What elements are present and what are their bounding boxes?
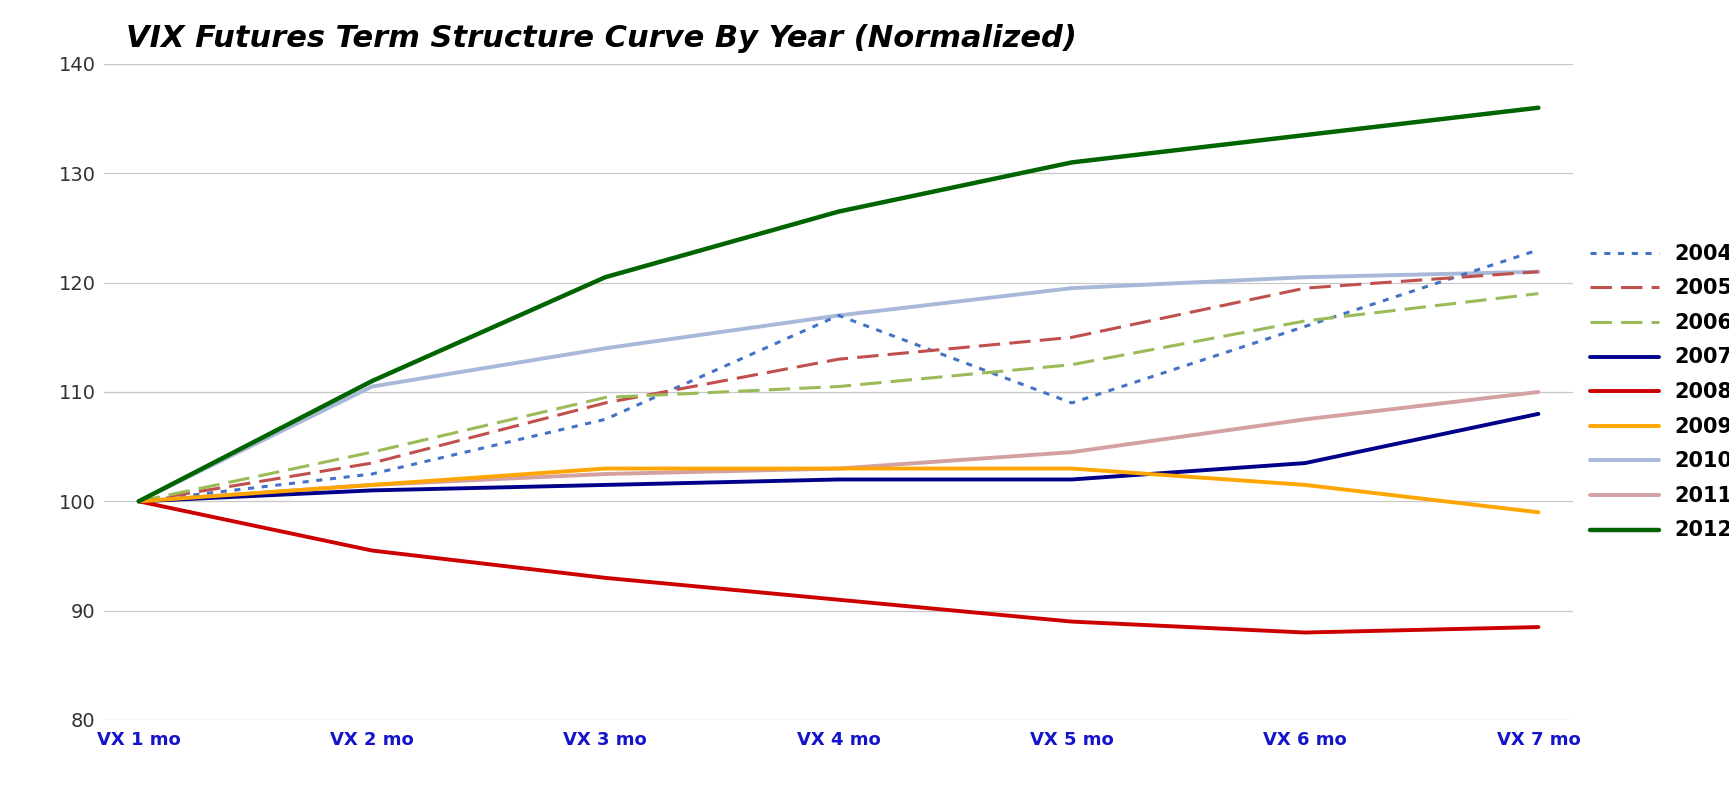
2007 bbox=[361, 486, 382, 495]
Legend: 2004, 2005, 2006, 2007, 2008, 2009, 2010, 2011, 2012: 2004, 2005, 2006, 2007, 2008, 2009, 2010… bbox=[1591, 244, 1729, 540]
Line: 2010: 2010 bbox=[138, 272, 1539, 502]
2012 bbox=[361, 376, 382, 386]
2011 bbox=[1062, 447, 1082, 457]
2007 bbox=[828, 474, 849, 484]
2006 bbox=[1295, 316, 1316, 326]
2004 bbox=[1062, 398, 1082, 408]
2009 bbox=[1062, 464, 1082, 474]
2012 bbox=[595, 272, 616, 282]
2009 bbox=[1295, 480, 1316, 490]
2005 bbox=[828, 354, 849, 364]
2009 bbox=[1528, 507, 1549, 517]
2009 bbox=[361, 480, 382, 490]
2009 bbox=[128, 497, 149, 506]
2005 bbox=[361, 458, 382, 468]
2007 bbox=[1295, 458, 1316, 468]
2007 bbox=[128, 497, 149, 506]
2006 bbox=[361, 447, 382, 457]
Line: 2006: 2006 bbox=[138, 294, 1539, 502]
2006 bbox=[1062, 360, 1082, 370]
Line: 2012: 2012 bbox=[138, 108, 1539, 502]
2005 bbox=[1295, 283, 1316, 293]
2009 bbox=[595, 464, 616, 474]
2010 bbox=[361, 382, 382, 391]
2011 bbox=[128, 497, 149, 506]
2008 bbox=[595, 573, 616, 582]
2010 bbox=[1062, 283, 1082, 293]
2010 bbox=[828, 310, 849, 320]
Line: 2007: 2007 bbox=[138, 414, 1539, 502]
2006 bbox=[595, 393, 616, 402]
2007 bbox=[595, 480, 616, 490]
2010 bbox=[1528, 267, 1549, 277]
2005 bbox=[1528, 267, 1549, 277]
2011 bbox=[595, 469, 616, 478]
2012 bbox=[828, 207, 849, 217]
2005 bbox=[1062, 333, 1082, 342]
2004 bbox=[1528, 245, 1549, 254]
2011 bbox=[361, 480, 382, 490]
2007 bbox=[1528, 409, 1549, 418]
2012 bbox=[1062, 158, 1082, 167]
2004 bbox=[128, 497, 149, 506]
2009 bbox=[828, 464, 849, 474]
2008 bbox=[1528, 622, 1549, 632]
2004 bbox=[361, 469, 382, 478]
Line: 2009: 2009 bbox=[138, 469, 1539, 512]
2011 bbox=[1295, 414, 1316, 424]
2008 bbox=[828, 595, 849, 605]
2006 bbox=[828, 382, 849, 391]
Line: 2005: 2005 bbox=[138, 272, 1539, 502]
Line: 2008: 2008 bbox=[138, 502, 1539, 633]
2004 bbox=[1295, 322, 1316, 331]
2010 bbox=[128, 497, 149, 506]
2010 bbox=[1295, 272, 1316, 282]
2004 bbox=[595, 414, 616, 424]
2008 bbox=[1295, 628, 1316, 638]
2012 bbox=[1295, 130, 1316, 140]
2008 bbox=[1062, 617, 1082, 626]
2011 bbox=[1528, 387, 1549, 397]
2011 bbox=[828, 464, 849, 474]
2007 bbox=[1062, 474, 1082, 484]
2004 bbox=[828, 310, 849, 320]
2012 bbox=[128, 497, 149, 506]
Line: 2004: 2004 bbox=[138, 250, 1539, 502]
2008 bbox=[128, 497, 149, 506]
Text: VIX Futures Term Structure Curve By Year (Normalized): VIX Futures Term Structure Curve By Year… bbox=[126, 24, 1077, 54]
2010 bbox=[595, 343, 616, 353]
2008 bbox=[361, 546, 382, 555]
2012 bbox=[1528, 103, 1549, 113]
2006 bbox=[1528, 289, 1549, 298]
Line: 2011: 2011 bbox=[138, 392, 1539, 502]
2005 bbox=[128, 497, 149, 506]
2005 bbox=[595, 398, 616, 408]
2006 bbox=[128, 497, 149, 506]
